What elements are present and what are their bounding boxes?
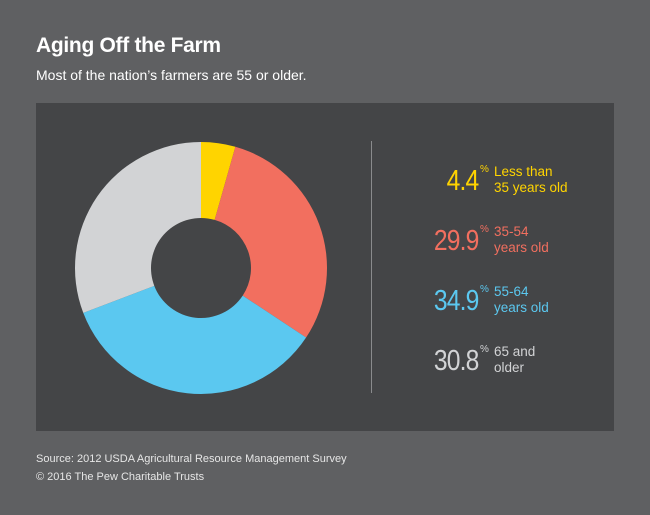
slice-65-plus xyxy=(75,142,201,313)
legend-value: 34.9 xyxy=(433,285,478,317)
slice-under-35 xyxy=(201,142,236,220)
legend-unit: % xyxy=(480,284,489,295)
legend-value: 29.9 xyxy=(433,225,478,257)
legend-label: 65 and older xyxy=(494,344,536,375)
legend-unit: % xyxy=(480,164,489,175)
legend-entry-55-64: 34.9 % 55-64 years old xyxy=(386,283,606,319)
slice-55-64 xyxy=(83,285,307,395)
legend-value: 30.8 xyxy=(433,345,478,377)
chart-title: Aging Off the Farm xyxy=(36,34,221,57)
donut-chart xyxy=(75,142,327,395)
legend-entry-65-plus: 30.8 % 65 and older xyxy=(386,343,606,379)
legend-unit: % xyxy=(480,224,489,235)
source-note: Source: 2012 USDA Agricultural Resource … xyxy=(36,453,347,465)
legend-label: 35-54 years old xyxy=(494,224,549,255)
chart-subtitle: Most of the nation’s farmers are 55 or o… xyxy=(36,67,307,83)
chart-panel: 4.4 % Less than 35 years old 29.9 % 35-5… xyxy=(36,103,614,431)
legend-entry-35-54: 29.9 % 35-54 years old xyxy=(386,223,606,259)
slice-35-54 xyxy=(214,146,327,338)
legend-label: Less than 35 years old xyxy=(494,164,568,195)
legend-value: 4.4 xyxy=(446,165,479,197)
legend-label: 55-64 years old xyxy=(494,284,549,315)
legend-unit: % xyxy=(480,344,489,355)
copyright-note: © 2016 The Pew Charitable Trusts xyxy=(36,471,205,483)
legend-divider xyxy=(371,141,372,393)
legend-entry-under-35: 4.4 % Less than 35 years old xyxy=(386,163,606,199)
